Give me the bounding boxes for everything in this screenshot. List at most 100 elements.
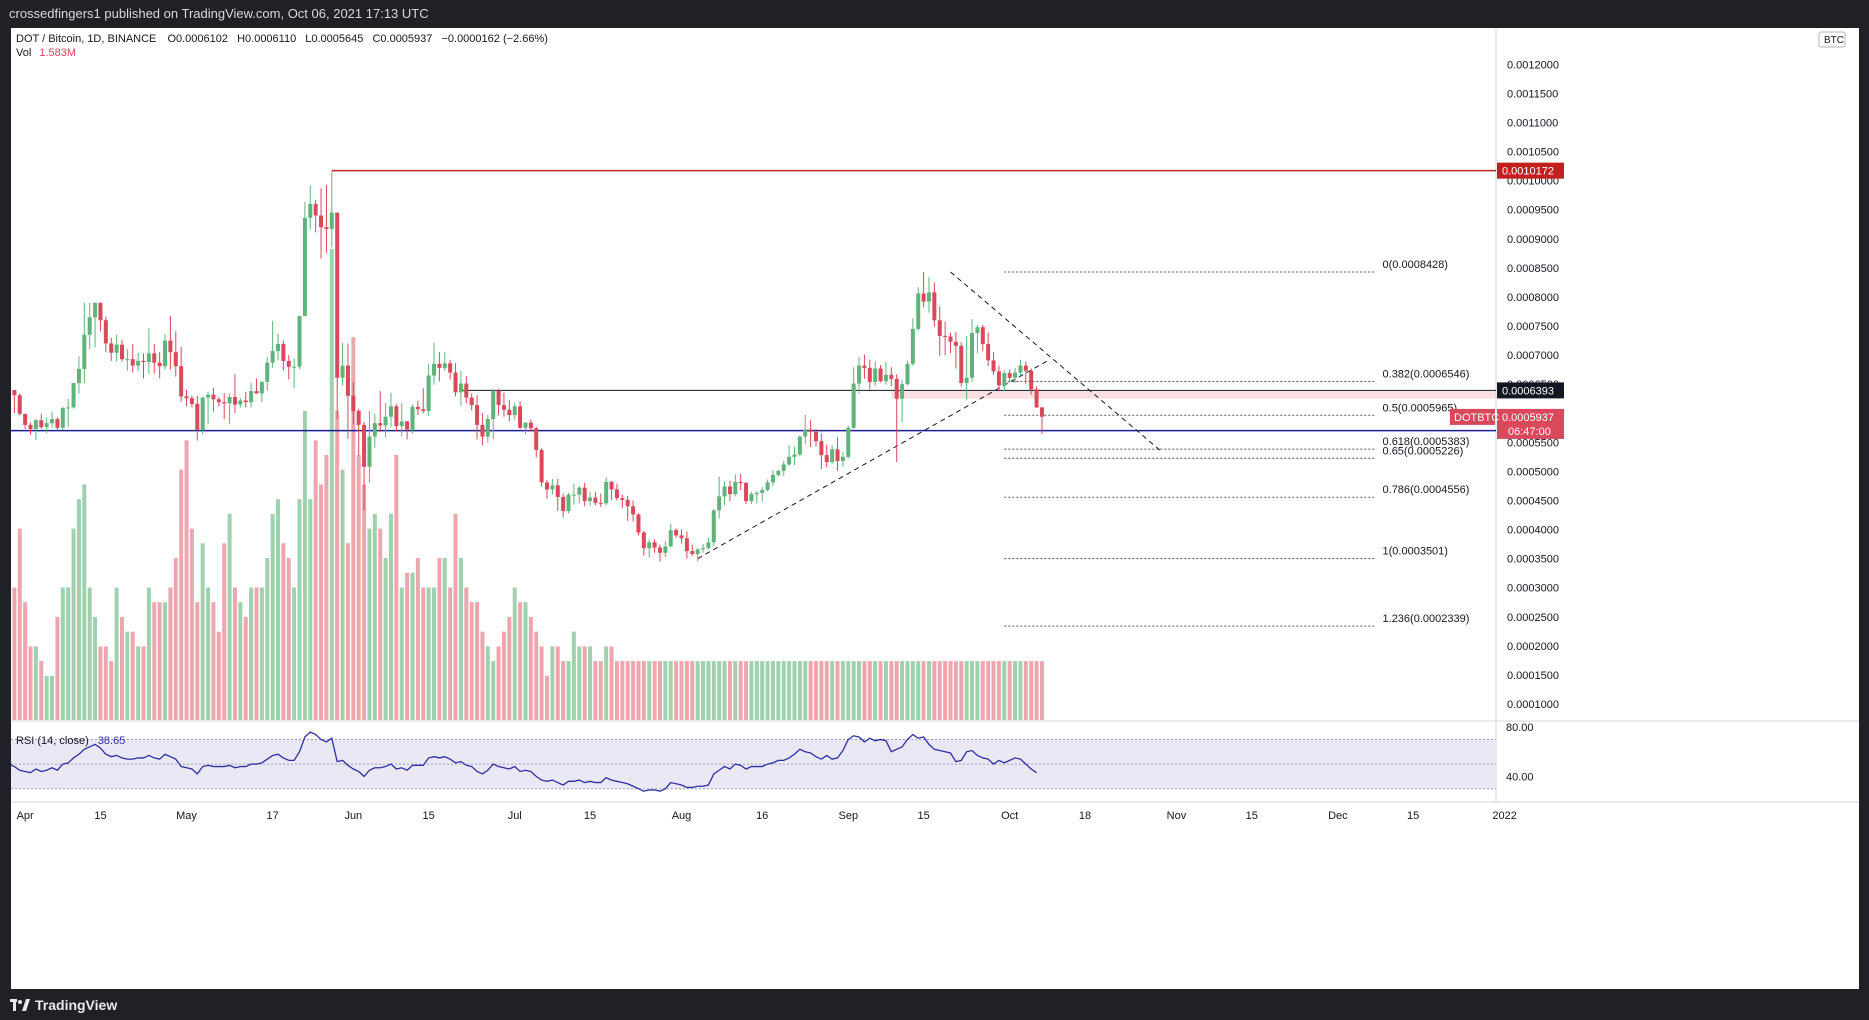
volume-bar bbox=[975, 661, 980, 720]
candle-body bbox=[1013, 372, 1018, 378]
chart-background bbox=[11, 28, 1859, 989]
volume-bar bbox=[674, 661, 679, 720]
volume-bar bbox=[383, 558, 388, 720]
volume-bar bbox=[894, 661, 899, 720]
price-tick-label: 0.0004500 bbox=[1507, 495, 1559, 507]
candle-body bbox=[668, 530, 673, 547]
volume-bar bbox=[652, 661, 657, 720]
candle-body bbox=[566, 494, 571, 511]
volume-bar bbox=[313, 440, 318, 720]
candle-body bbox=[319, 215, 324, 228]
candle-body bbox=[163, 340, 168, 367]
rsi-label: RSI (14, close) bbox=[16, 735, 89, 747]
fib-level-label: 0.382(0.0006546) bbox=[1383, 369, 1470, 381]
volume-bar bbox=[189, 528, 194, 720]
time-tick-label: Oct bbox=[1001, 810, 1018, 822]
volume-bar bbox=[518, 602, 523, 720]
price-tick-label: 0.0003500 bbox=[1507, 554, 1559, 566]
fib-level-label: 0(0.0008428) bbox=[1383, 259, 1448, 271]
candle-body bbox=[857, 365, 862, 384]
candle-body bbox=[555, 485, 560, 497]
volume-bar bbox=[98, 646, 103, 720]
candle-body bbox=[39, 420, 44, 428]
volume-bar bbox=[254, 587, 259, 720]
candle-body bbox=[141, 360, 146, 363]
time-tick-label: 16 bbox=[756, 810, 768, 822]
candle-body bbox=[701, 548, 706, 550]
volume-bar bbox=[319, 484, 324, 720]
candle-body bbox=[82, 334, 87, 370]
publish-header: crossedfingers1 published on TradingView… bbox=[0, 0, 1869, 28]
current-price-tag bbox=[1497, 408, 1564, 439]
candle-body bbox=[33, 420, 38, 429]
volume-bar bbox=[840, 661, 845, 720]
volume-bar bbox=[614, 661, 619, 720]
price-tick-label: 0.0005500 bbox=[1507, 437, 1559, 449]
candle-body bbox=[179, 366, 184, 397]
candle-body bbox=[173, 352, 178, 367]
volume-bar bbox=[883, 661, 888, 720]
time-tick-label: 15 bbox=[1407, 810, 1419, 822]
volume-bar bbox=[867, 661, 872, 720]
tradingview-logo[interactable]: TradingView bbox=[10, 997, 117, 1013]
candle-body bbox=[93, 302, 98, 318]
rsi-band bbox=[11, 739, 1496, 789]
volume-bar bbox=[179, 469, 184, 720]
candle-body bbox=[528, 422, 533, 429]
volume-bar bbox=[44, 675, 49, 720]
time-tick-label: Sep bbox=[838, 810, 858, 822]
candle-body bbox=[738, 481, 743, 484]
volume-bar bbox=[948, 661, 953, 720]
volume-bar bbox=[60, 587, 65, 720]
volume-bar bbox=[1013, 661, 1018, 720]
volume-bar bbox=[362, 484, 367, 720]
candle-body bbox=[754, 492, 759, 495]
time-axis[interactable]: Apr 15 May 17 Jun 15 Jul 15 Aug 16 Sep 15 Oct 18 Nov 15… bbox=[17, 810, 1517, 822]
chart-svg[interactable]: 0(0.0008428) 0.382(0.0006546) 0.5(0.000596… bbox=[7, 28, 1859, 989]
candle-body bbox=[910, 328, 915, 364]
price-tick-label: 0.0002000 bbox=[1507, 641, 1559, 653]
candle-body bbox=[383, 416, 388, 426]
volume-bar bbox=[937, 661, 942, 720]
rsi-tick-label: 80.00 bbox=[1506, 722, 1534, 734]
time-tick-label: Apr bbox=[17, 810, 34, 822]
chart-panel[interactable]: 0(0.0008428) 0.382(0.0006546) 0.5(0.000596… bbox=[7, 28, 1859, 989]
candle-body bbox=[727, 486, 732, 495]
candle-body bbox=[873, 368, 878, 382]
currency-label: BTC bbox=[1824, 35, 1844, 46]
candle-body bbox=[415, 406, 420, 410]
volume-bar bbox=[910, 661, 915, 720]
volume-bar bbox=[636, 661, 641, 720]
volume-bar bbox=[125, 631, 130, 720]
candle-body bbox=[840, 456, 845, 461]
volume-bar bbox=[39, 661, 44, 720]
candle-body bbox=[270, 351, 275, 363]
candle-body bbox=[733, 481, 738, 495]
candle-body bbox=[674, 530, 679, 536]
candle-body bbox=[770, 474, 775, 483]
candle-body bbox=[216, 399, 221, 403]
candle-body bbox=[986, 344, 991, 361]
resistance-tag-label: 0.0010172 bbox=[1502, 166, 1554, 178]
price-tick-label: 0.0008000 bbox=[1507, 292, 1559, 304]
candle-body bbox=[66, 407, 71, 409]
volume-bar bbox=[754, 661, 759, 720]
candle-body bbox=[776, 470, 781, 475]
volume-bar bbox=[744, 661, 749, 720]
candle-body bbox=[561, 496, 566, 511]
candle-body bbox=[545, 482, 549, 490]
volume-bar bbox=[109, 661, 114, 720]
candle-body bbox=[647, 542, 652, 549]
legend-low: L0.0005645 bbox=[305, 33, 363, 45]
volume-bar bbox=[335, 410, 340, 720]
volume-bar bbox=[878, 661, 883, 720]
volume-bar bbox=[889, 661, 894, 720]
volume-bar bbox=[835, 661, 840, 720]
published-text: crossedfingers1 published on TradingView… bbox=[9, 6, 429, 21]
volume-bar bbox=[243, 616, 248, 720]
candle-body bbox=[367, 436, 372, 467]
candle-body bbox=[889, 374, 894, 379]
candle-body bbox=[60, 408, 65, 428]
price-axis[interactable]: 0.0012000 0.0011500 0.0011000 0.0010500 0.00… bbox=[1450, 31, 1846, 711]
volume-bar bbox=[776, 661, 781, 720]
